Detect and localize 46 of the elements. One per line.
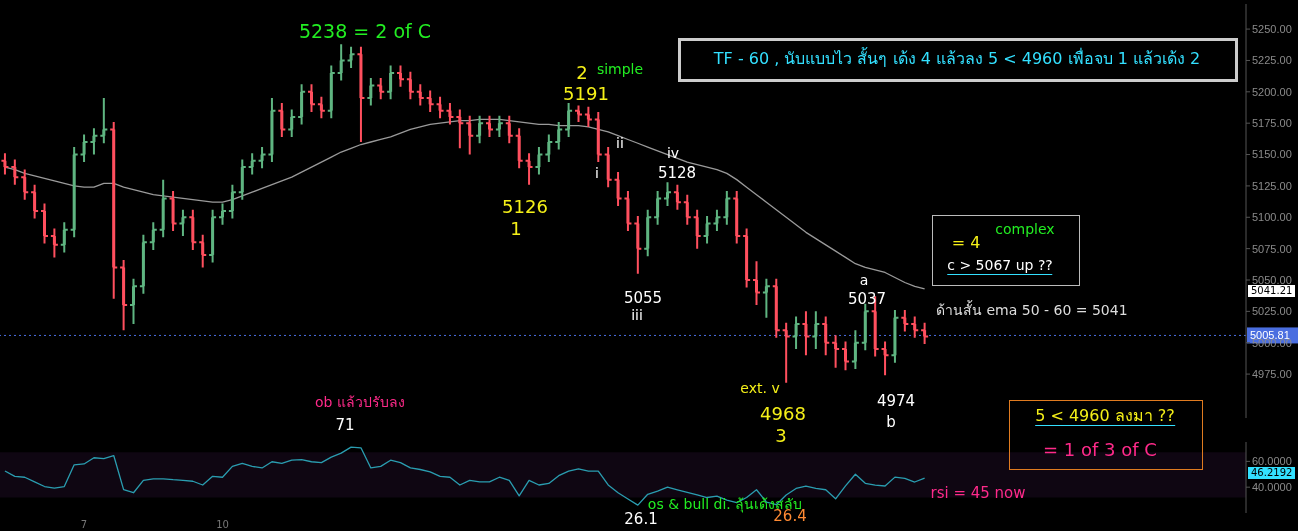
y-tick-label: 5100.00: [1252, 211, 1292, 224]
annotation: 4968: [760, 403, 806, 425]
annotation: iv: [666, 145, 680, 162]
annotation: TF - 60 , นับแบบไว สั้นๆ เด้ง 4 แล้วลง 5 < 4960 เพื่อจบ 1 แล้วเด้ง 2: [713, 49, 1201, 69]
annotation: 5128: [657, 164, 697, 182]
text: 46.2192: [1248, 467, 1296, 479]
annotation: c > 5067 up ??: [947, 257, 1053, 275]
annotation: 4974: [876, 392, 916, 410]
annotation: ii: [616, 135, 624, 152]
annotation: i: [595, 165, 599, 182]
y-tick-label: 5125.00: [1252, 179, 1292, 192]
y-tick-label: 60.0000: [1252, 455, 1292, 468]
annotation: 1: [510, 218, 522, 240]
annotation: 71: [335, 416, 355, 434]
annotation: b: [886, 413, 896, 431]
annotation: = 4: [951, 233, 981, 253]
annotation: 26.1: [624, 510, 658, 528]
annotation: rsi = 45 now: [930, 484, 1026, 502]
annotation: 5238 = 2 of C: [298, 20, 432, 43]
annotation: iii: [631, 307, 643, 324]
annotation: a: [859, 272, 869, 289]
y-tick-label: 40.0000: [1252, 481, 1292, 494]
annotation: complex: [995, 221, 1055, 238]
annotation: 5126: [502, 196, 548, 218]
annotation: simple: [596, 61, 644, 78]
annotation: 3: [775, 425, 787, 447]
annotation: ob แล้วปรับลง: [315, 394, 405, 411]
annotation: ext. v: [740, 380, 780, 397]
y-tick-label: 4975.00: [1252, 368, 1292, 380]
y-tick-label: 5150.00: [1252, 148, 1292, 161]
x-tick-label: 10: [216, 519, 229, 531]
x-tick-label: 7: [80, 519, 88, 531]
text: 5041.21: [1248, 285, 1296, 297]
y-tick-label: 5175.00: [1252, 117, 1292, 130]
y-tick-label: 5250.00: [1252, 23, 1292, 35]
annotation: 5191: [563, 83, 609, 105]
y-tick-label: 5075.00: [1252, 242, 1292, 255]
annotation: 5 < 4960 ลงมา ??: [1035, 406, 1175, 427]
annotation: 2: [576, 62, 588, 84]
y-tick-label: 5025.00: [1252, 305, 1292, 318]
annotation: = 1 of 3 of C: [1043, 439, 1157, 461]
annotation: ด้านสั้น ema 50 - 60 = 5041: [936, 302, 1128, 319]
y-tick-label: 5050.00: [1252, 273, 1292, 286]
y-tick-label: 5225.00: [1252, 54, 1292, 67]
y-tick-label: 5200.00: [1252, 85, 1292, 98]
annotation: 5055: [623, 289, 663, 307]
